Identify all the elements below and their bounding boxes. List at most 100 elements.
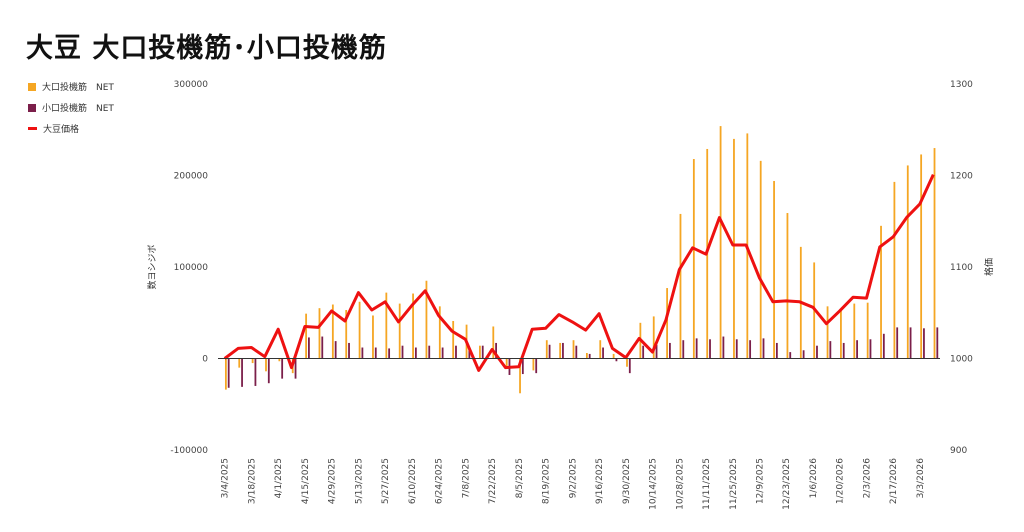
legend-item-price: 大豆価格 [28,118,114,139]
bar-large-spec [545,340,548,359]
y-tick-label: 0 [202,355,208,365]
x-tick-label: 4/1/2025 [274,458,284,498]
x-tick-label: 1/20/2026 [836,458,846,504]
y2-axis-title: 格価 [983,258,995,276]
bars-layer [224,126,939,394]
bar-small-spec [294,358,297,379]
bar-large-spec [412,293,414,359]
legend-label-price: 大豆価格 [43,125,80,135]
bar-small-spec [401,345,404,359]
price-line-layer [223,173,935,372]
bar-small-spec [575,345,578,359]
bar-large-spec [692,159,695,359]
bar-small-spec [281,358,284,379]
bar-large-spec [759,160,762,359]
bar-large-spec [612,353,615,359]
bar-small-spec [923,328,925,359]
bar-large-spec [358,301,361,359]
bar-large-spec [733,138,735,359]
bar-small-spec [481,345,484,359]
y2-tick-label: 900 [950,446,967,456]
bar-small-spec [896,327,899,359]
bar-large-spec [585,353,588,359]
bar-small-spec [869,339,872,359]
bar-small-spec [548,344,551,359]
bar-large-spec [372,315,374,359]
bar-large-spec [906,165,909,359]
bar-large-spec [425,280,428,359]
bar-large-spec [826,306,829,359]
legend-swatch-large-spec [28,82,36,91]
bar-small-spec [468,349,471,359]
bar-large-spec [786,213,789,359]
bar-small-spec [227,358,230,388]
x-tick-label: 9/16/2025 [595,458,605,504]
bar-large-spec [866,302,869,359]
bar-large-spec [559,342,562,359]
bar-small-spec [682,340,685,359]
bar-small-spec [642,345,645,359]
x-tick-label: 10/14/2025 [649,458,659,510]
bar-large-spec [452,320,455,359]
bar-large-spec [345,310,348,359]
x-tick-label: 12/23/2025 [782,458,792,510]
legend-item-large-spec: 大口投機筋 NET [28,76,114,97]
bar-large-spec [251,358,254,364]
chart-title: 大豆 大口投機筋･小口投機筋 [26,33,387,64]
x-tick-label: 7/8/2025 [461,458,471,498]
bar-small-spec [388,348,391,359]
x-tick-label: 7/22/2025 [488,458,498,504]
bar-large-spec [626,358,628,367]
y2-tick-label: 1200 [950,172,973,182]
bar-large-spec [278,358,281,362]
bar-small-spec [602,347,604,359]
x-tick-label: 9/30/2025 [622,458,632,504]
bar-small-spec [842,342,845,359]
bar-large-spec [479,345,481,359]
x-tick-label: 3/4/2025 [221,458,231,498]
bar-small-spec [936,327,939,359]
bar-large-spec [265,358,267,372]
x-tick-label: 3/18/2025 [247,458,257,504]
bar-small-spec [816,345,818,359]
x-tick-label: 9/2/2025 [568,458,578,498]
bar-large-spec [652,316,655,359]
x-tick-label: 12/9/2025 [756,458,766,504]
bar-small-spec [535,358,538,374]
bar-large-spec [679,213,682,359]
bar-large-spec [920,154,923,359]
bar-small-spec [856,340,858,359]
legend-swatch-small-spec [28,103,36,112]
bar-small-spec [628,358,631,374]
bar-large-spec [773,180,775,359]
y-tick-label: 100000 [174,263,209,273]
bar-small-spec [655,344,658,359]
bar-small-spec [321,336,324,359]
bar-small-spec [414,347,417,359]
y-tick-label: -100000 [170,446,208,456]
y-axis-title: 数ヨシジボ [146,244,158,289]
bar-small-spec [789,352,792,359]
bar-small-spec [735,339,738,359]
x-tick-label: 8/5/2025 [515,458,525,498]
x-tick-label: 4/29/2025 [328,458,338,504]
bar-small-spec [241,358,243,387]
bar-large-spec [880,225,882,359]
price-line [223,173,935,372]
bar-small-spec [455,345,457,359]
x-tick-label: 11/25/2025 [729,458,739,510]
bar-small-spec [441,347,444,359]
bar-large-spec [532,358,535,371]
x-tick-label: 5/13/2025 [354,458,364,504]
bar-large-spec [719,126,722,359]
bar-small-spec [267,358,270,384]
legend-swatch-price [28,127,37,130]
x-tick-label: 6/10/2025 [408,458,418,504]
y-tick-label: 200000 [174,172,209,182]
bar-large-spec [853,303,856,359]
bar-large-spec [505,358,508,368]
bar-small-spec [749,340,752,359]
x-tick-label: 8/19/2025 [542,458,552,504]
bar-large-spec [438,306,441,359]
